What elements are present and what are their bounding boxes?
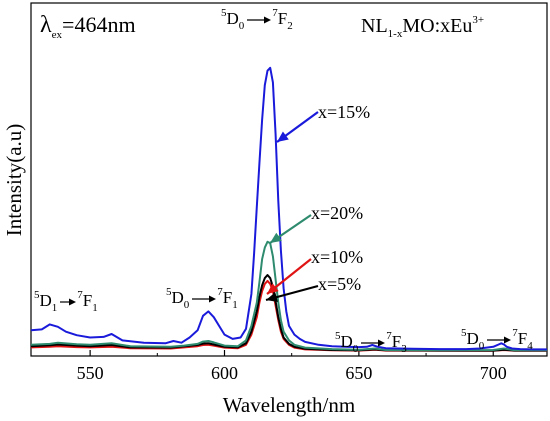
transition-arrow-head [69, 298, 76, 306]
series-arrow-head [270, 232, 282, 243]
sample-label: NL1-xMO:xEu3+ [361, 14, 484, 40]
transition-part: 5 [34, 289, 40, 301]
series-arrow-head [266, 292, 278, 302]
transition-part: 1 [52, 302, 58, 314]
transition-part: 7 [272, 7, 278, 19]
sample-label-sub: 1-x [388, 28, 403, 40]
sample-label-sup: 3+ [472, 14, 484, 26]
transition-part: 2 [287, 20, 293, 32]
series-lines [30, 66, 547, 352]
transition-part: 5 [166, 286, 172, 298]
plot-frame [30, 2, 548, 357]
transition-part: 5 [461, 327, 467, 339]
transition-part: 1 [92, 302, 98, 314]
transition-label-d0f2: 5D0 7F2 [221, 7, 293, 32]
transition-label-d0f3: 5D0 7F3 [335, 330, 407, 355]
series-arrow-head [267, 283, 279, 294]
x-tick-label: 650 [345, 363, 372, 383]
transition-label-d0f4: 5D0 7F4 [461, 327, 533, 352]
sample-label-a: NL [361, 15, 388, 37]
series-arrows [265, 111, 319, 302]
excitation-symbol: λ [40, 12, 52, 38]
transition-arrow-head [504, 336, 511, 344]
transition-part: D [227, 9, 239, 28]
x-axis-ticks: 550 600 650 700 [77, 350, 507, 383]
transition-arrow-head [209, 295, 216, 303]
transition-part: F [518, 329, 527, 348]
transition-part: 7 [217, 286, 223, 298]
transition-part: 1 [232, 299, 238, 311]
transition-part: D [172, 288, 184, 307]
series-arrow-head [277, 131, 289, 142]
series-label: x=5% [318, 274, 361, 294]
series-line-x20 [30, 240, 547, 352]
excitation-value: =464nm [62, 12, 136, 37]
transition-part: 4 [527, 340, 533, 352]
transition-part: F [392, 332, 401, 351]
transition-part: D [40, 291, 52, 310]
excitation-subscript: ex [52, 29, 63, 41]
transition-part: 3 [401, 343, 407, 355]
transition-part: F [278, 9, 287, 28]
x-tick-label: 700 [480, 363, 507, 383]
series-label: x=10% [311, 247, 363, 267]
transition-part: 5 [335, 330, 341, 342]
sample-label-b: MO:xEu [402, 15, 472, 37]
transition-part: 7 [512, 327, 518, 339]
series-labels: x=15% x=20% x=10% x=5% [311, 102, 370, 294]
transition-part: 7 [386, 330, 392, 342]
transition-label-d1f1: 5D17F1 [34, 289, 98, 314]
series-line-x15 [30, 66, 547, 351]
transition-part: 7 [77, 289, 83, 301]
transition-part: 0 [239, 20, 245, 32]
transition-part: 0 [479, 340, 485, 352]
excitation-label: λex=464nm [40, 12, 136, 41]
transition-arrow-head [378, 339, 385, 347]
transition-arrow-head [264, 16, 271, 24]
x-tick-label: 550 [77, 363, 104, 383]
transition-label-d0f1: 5D0 7F1 [166, 286, 238, 311]
transition-part: F [83, 291, 92, 310]
x-tick-label: 600 [211, 363, 238, 383]
transition-part: 0 [353, 343, 359, 355]
y-axis-title: Intensity(a.u) [2, 124, 26, 237]
series-label: x=15% [318, 102, 370, 122]
transition-part: F [223, 288, 232, 307]
transition-part: 5 [221, 7, 227, 19]
series-label: x=20% [311, 203, 363, 223]
x-axis-title: Wavelength/nm [223, 393, 355, 417]
transition-part: D [341, 332, 353, 351]
transition-part: D [467, 329, 479, 348]
transition-part: 0 [184, 299, 190, 311]
